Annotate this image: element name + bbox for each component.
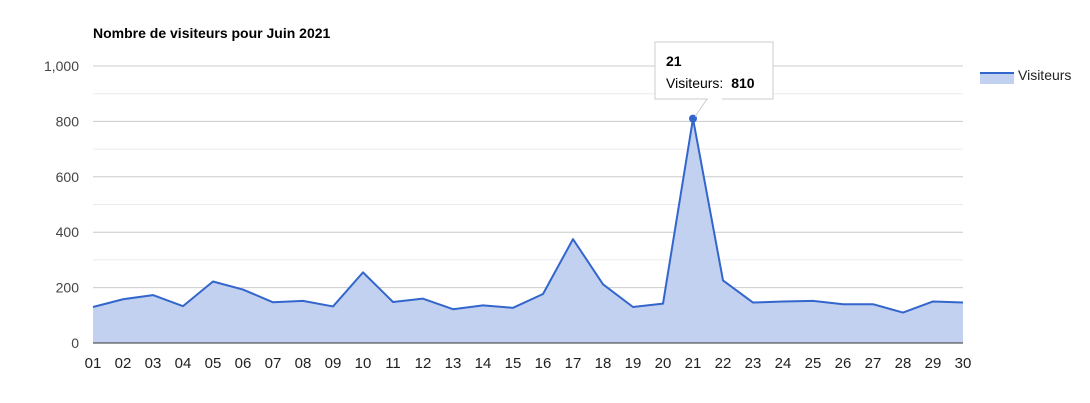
tooltip-value: 810 bbox=[731, 75, 755, 91]
x-tick-label: 02 bbox=[115, 355, 132, 372]
x-tick-label: 06 bbox=[235, 355, 252, 372]
data-point[interactable] bbox=[480, 302, 486, 308]
data-point[interactable] bbox=[660, 301, 666, 307]
tooltip-series-label: Visiteurs: bbox=[666, 75, 723, 91]
data-point[interactable] bbox=[930, 298, 936, 304]
x-tick-label: 14 bbox=[475, 355, 492, 372]
data-point[interactable] bbox=[630, 304, 636, 310]
x-tick-label: 21 bbox=[685, 355, 702, 372]
x-tick-label: 16 bbox=[535, 355, 552, 372]
x-tick-label: 25 bbox=[805, 355, 822, 372]
data-point[interactable] bbox=[900, 310, 906, 316]
x-tick-label: 05 bbox=[205, 355, 222, 372]
x-tick-label: 22 bbox=[715, 355, 732, 372]
x-tick-label: 30 bbox=[955, 355, 972, 372]
tooltip-category: 21 bbox=[666, 53, 682, 69]
x-tick-label: 01 bbox=[85, 355, 102, 372]
data-point[interactable] bbox=[300, 298, 306, 304]
tooltip-pointer bbox=[694, 98, 723, 117]
data-point[interactable] bbox=[120, 296, 126, 302]
plot-area bbox=[90, 114, 966, 344]
data-point[interactable] bbox=[570, 236, 576, 242]
y-tick-label: 600 bbox=[56, 169, 80, 185]
x-tick-label: 15 bbox=[505, 355, 522, 372]
y-tick-label: 800 bbox=[56, 113, 80, 129]
x-tick-label: 17 bbox=[565, 355, 582, 372]
data-point[interactable] bbox=[450, 306, 456, 312]
data-point[interactable] bbox=[240, 287, 246, 293]
x-tick-label: 09 bbox=[325, 355, 342, 372]
data-point[interactable] bbox=[180, 303, 186, 309]
y-tick-label: 1,000 bbox=[44, 58, 79, 74]
x-tick-label: 10 bbox=[355, 355, 372, 372]
x-tick-label: 13 bbox=[445, 355, 462, 372]
legend-swatch-fill bbox=[980, 72, 1014, 84]
x-tick-label: 04 bbox=[175, 355, 192, 372]
data-point[interactable] bbox=[360, 269, 366, 275]
x-tick-label: 24 bbox=[775, 355, 792, 372]
x-tick-label: 07 bbox=[265, 355, 282, 372]
data-point[interactable] bbox=[330, 303, 336, 309]
y-axis: 0 200 400 600 800 1,000 bbox=[44, 58, 79, 351]
x-tick-label: 23 bbox=[745, 355, 762, 372]
x-tick-label: 20 bbox=[655, 355, 672, 372]
x-tick-label: 26 bbox=[835, 355, 852, 372]
x-tick-label: 27 bbox=[865, 355, 882, 372]
tooltip-box bbox=[654, 41, 774, 100]
data-point[interactable] bbox=[390, 299, 396, 305]
x-tick-label: 18 bbox=[595, 355, 612, 372]
data-point[interactable] bbox=[150, 292, 156, 298]
x-tick-label: 03 bbox=[145, 355, 162, 372]
data-point[interactable] bbox=[840, 301, 846, 307]
y-tick-label: 0 bbox=[71, 335, 79, 351]
series-area-visiteurs bbox=[93, 118, 963, 343]
tooltip: 21 Visiteurs: 810 bbox=[654, 41, 774, 117]
data-point[interactable] bbox=[720, 277, 726, 283]
y-tick-label: 200 bbox=[56, 280, 80, 296]
x-tick-label: 19 bbox=[625, 355, 642, 372]
series-line-visiteurs bbox=[92, 117, 964, 314]
x-tick-label: 28 bbox=[895, 355, 912, 372]
data-point[interactable] bbox=[90, 304, 96, 310]
data-point[interactable] bbox=[600, 281, 606, 287]
x-axis: 01 02 03 04 05 06 07 08 09 10 11 12 13 14 15 16 17 18 19 20… bbox=[85, 355, 972, 372]
legend: Visiteurs bbox=[980, 67, 1071, 84]
data-point[interactable] bbox=[780, 298, 786, 304]
y-tick-label: 400 bbox=[56, 224, 80, 240]
data-point[interactable] bbox=[750, 300, 756, 306]
data-point[interactable] bbox=[810, 298, 816, 304]
data-point[interactable] bbox=[960, 300, 966, 306]
data-point[interactable] bbox=[540, 291, 546, 297]
data-point[interactable] bbox=[210, 279, 216, 285]
x-tick-label: 08 bbox=[295, 355, 312, 372]
data-point[interactable] bbox=[510, 305, 516, 311]
x-tick-label: 12 bbox=[415, 355, 432, 372]
legend-label-visiteurs: Visiteurs bbox=[1018, 67, 1071, 83]
x-tick-label: 29 bbox=[925, 355, 942, 372]
data-point[interactable] bbox=[270, 299, 276, 305]
tooltip-series-line: Visiteurs: 810 bbox=[666, 75, 755, 91]
data-point[interactable] bbox=[870, 301, 876, 307]
chart-title: Nombre de visiteurs pour Juin 2021 bbox=[93, 25, 331, 41]
x-tick-label: 11 bbox=[385, 355, 401, 372]
data-point[interactable] bbox=[420, 296, 426, 302]
